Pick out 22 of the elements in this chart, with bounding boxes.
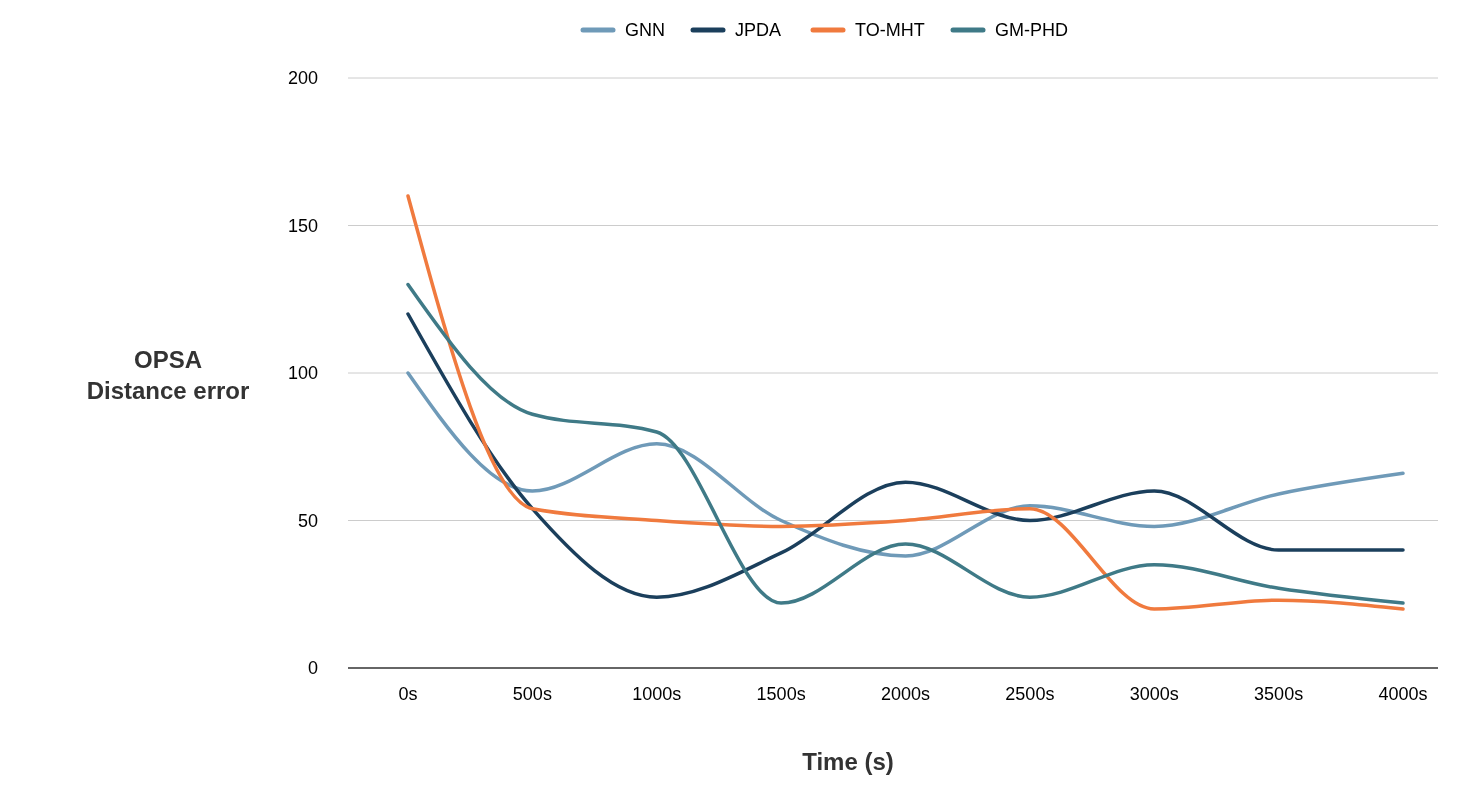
y-tick-label: 150	[287, 215, 318, 236]
x-tick-label: 3500s	[1254, 684, 1304, 704]
x-tick-label: 0s	[398, 684, 418, 704]
legend-label: TO-MHT	[855, 20, 925, 41]
x-tick-label: 2000s	[880, 684, 931, 704]
x-tick-label: 1000s	[632, 684, 682, 704]
legend-label: GM-PHD	[995, 20, 1068, 41]
legend-label: GNN	[625, 20, 665, 41]
x-tick-label: 3000s	[1129, 684, 1179, 704]
x-tick-label: 4000s	[1378, 684, 1428, 704]
x-axis-title: Time (s)	[802, 748, 894, 775]
legend-label: JPDA	[735, 20, 782, 41]
x-tick-label: 500s	[512, 684, 552, 704]
y-tick-label: 0	[307, 658, 318, 679]
y-tick-label: 200	[287, 68, 318, 89]
y-axis-title: OPSA Distance error	[86, 346, 250, 405]
line-series	[406, 371, 1405, 558]
y-tick-label: 100	[287, 363, 318, 384]
line-series	[406, 194, 1405, 611]
x-tick-label: 2500s	[1005, 684, 1055, 704]
x-tick-label: 1500s	[756, 684, 806, 704]
y-tick-label: 50	[297, 510, 318, 531]
